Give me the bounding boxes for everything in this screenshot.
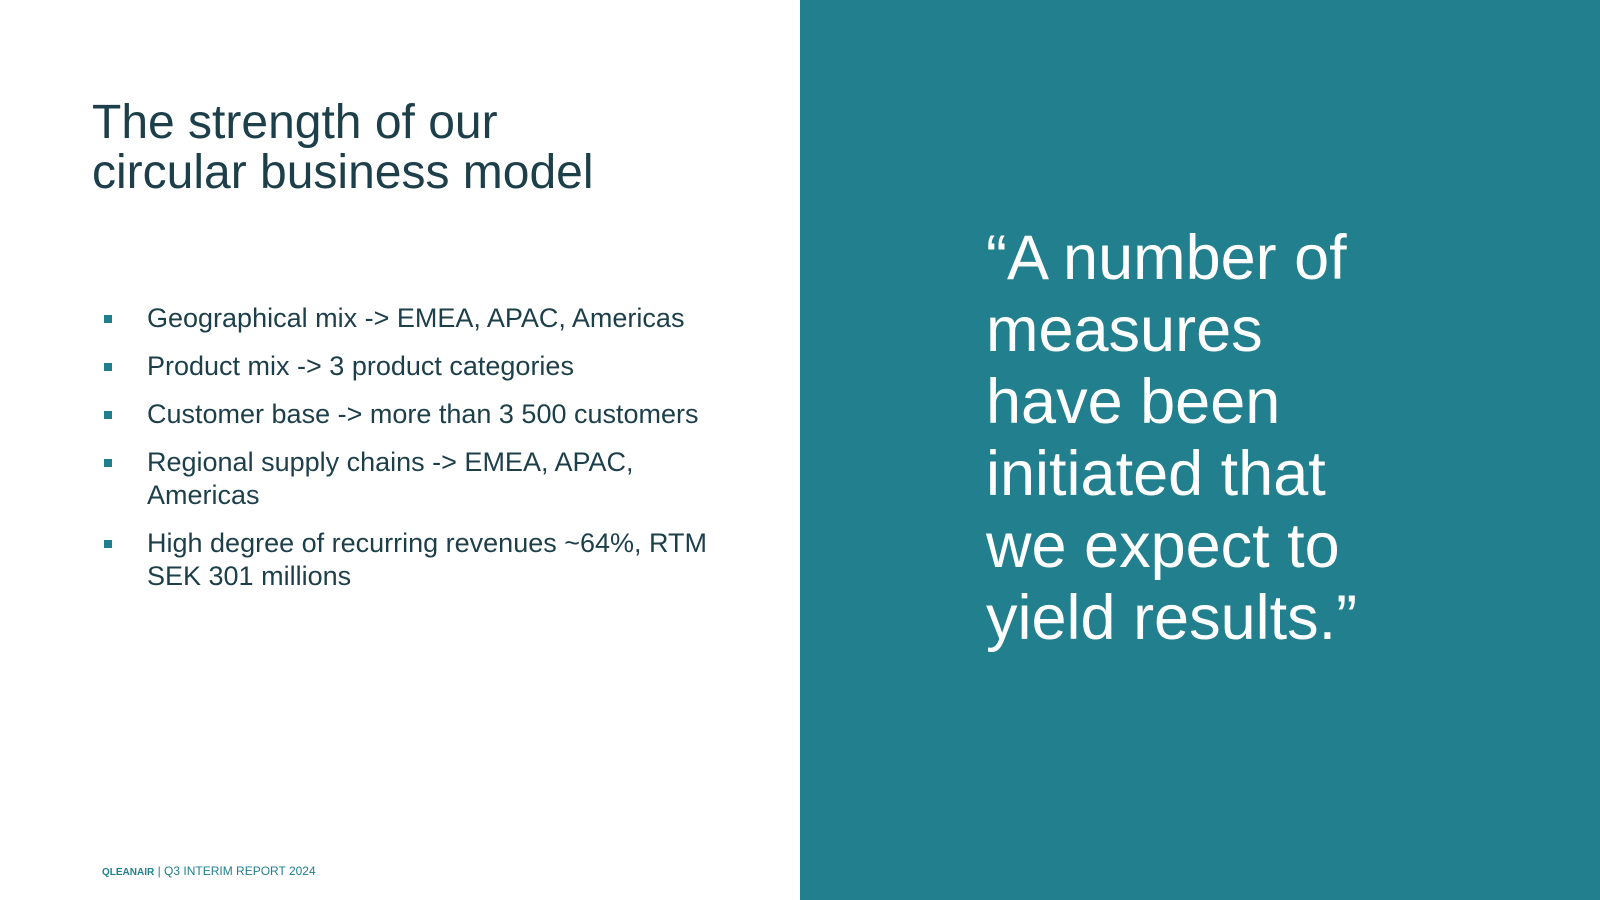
title-line: The strength of our bbox=[92, 96, 498, 149]
bullet-item: Regional supply chains -> EMEA, APAC, Ame… bbox=[100, 446, 707, 512]
bullet-text: Geographical mix -> EMEA, APAC, Americas bbox=[147, 303, 685, 333]
bullet-text: Customer base -> more than 3 500 custome… bbox=[147, 399, 699, 429]
quote: “A number of measures have been initiated t… bbox=[986, 222, 1357, 654]
bullet-item: Customer base -> more than 3 500 custome… bbox=[100, 398, 707, 431]
title: The strength of our circular business mo… bbox=[92, 98, 594, 198]
bullet-text: Regional supply chains -> EMEA, APAC, bbox=[147, 447, 634, 477]
bullet-text: Product mix -> 3 product categories bbox=[147, 351, 574, 381]
quote-panel bbox=[800, 0, 1600, 900]
title-line: circular business model bbox=[92, 146, 594, 199]
bullet-item: High degree of recurring revenues ~64%, … bbox=[100, 527, 707, 593]
bullet-item: Product mix -> 3 product categories bbox=[100, 350, 707, 383]
bullet-text: High degree of recurring revenues ~64%, … bbox=[147, 528, 708, 558]
bullet-item: Geographical mix -> EMEA, APAC, Americas bbox=[100, 302, 707, 335]
bullet-marker bbox=[104, 459, 112, 467]
quote-line: we expect to bbox=[986, 511, 1340, 581]
bullet-text: Americas bbox=[147, 480, 260, 510]
bullet-marker bbox=[104, 411, 112, 419]
quote-line: initiated that bbox=[986, 439, 1326, 509]
bullet-marker bbox=[104, 315, 112, 323]
quote-line: “A number of bbox=[986, 223, 1347, 293]
footer-report: | Q3 INTERIM REPORT 2024 bbox=[157, 864, 316, 878]
footer-brand: QLEANAIR bbox=[102, 867, 155, 878]
bullet-marker bbox=[104, 540, 112, 548]
quote-line: measures bbox=[986, 295, 1263, 365]
bullet-marker bbox=[104, 363, 112, 371]
bullet-list: Geographical mix -> EMEA, APAC, Americas… bbox=[100, 302, 707, 608]
quote-line: yield results.” bbox=[986, 583, 1358, 653]
footer: QLEANAIR | Q3 INTERIM REPORT 2024 bbox=[102, 864, 316, 878]
bullet-text: SEK 301 millions bbox=[147, 561, 352, 591]
quote-line: have been bbox=[986, 367, 1281, 437]
